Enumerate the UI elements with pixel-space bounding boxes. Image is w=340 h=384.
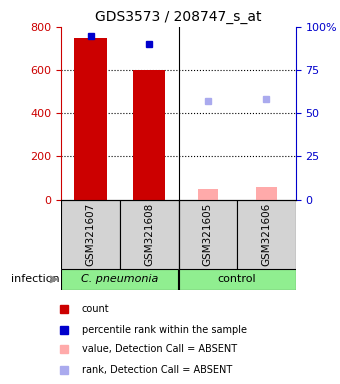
Bar [133, 70, 165, 200]
Text: count: count [82, 304, 109, 314]
Text: C. pneumonia: C. pneumonia [81, 274, 158, 285]
Text: GSM321606: GSM321606 [261, 203, 271, 266]
Bar [178, 269, 296, 290]
Bar [74, 38, 107, 200]
Bar [256, 187, 277, 200]
Text: control: control [218, 274, 256, 285]
Text: percentile rank within the sample: percentile rank within the sample [82, 325, 247, 335]
Text: rank, Detection Call = ABSENT: rank, Detection Call = ABSENT [82, 365, 232, 375]
Bar [61, 269, 178, 290]
Bar [120, 200, 178, 269]
Bar [198, 189, 218, 200]
Bar [237, 200, 296, 269]
Text: GSM321608: GSM321608 [144, 203, 154, 266]
Text: value, Detection Call = ABSENT: value, Detection Call = ABSENT [82, 344, 237, 354]
Text: GSM321605: GSM321605 [203, 203, 213, 266]
Bar [178, 200, 237, 269]
Title: GDS3573 / 208747_s_at: GDS3573 / 208747_s_at [95, 10, 262, 25]
Bar [61, 200, 120, 269]
Text: infection: infection [12, 274, 60, 285]
Text: GSM321607: GSM321607 [86, 203, 96, 266]
